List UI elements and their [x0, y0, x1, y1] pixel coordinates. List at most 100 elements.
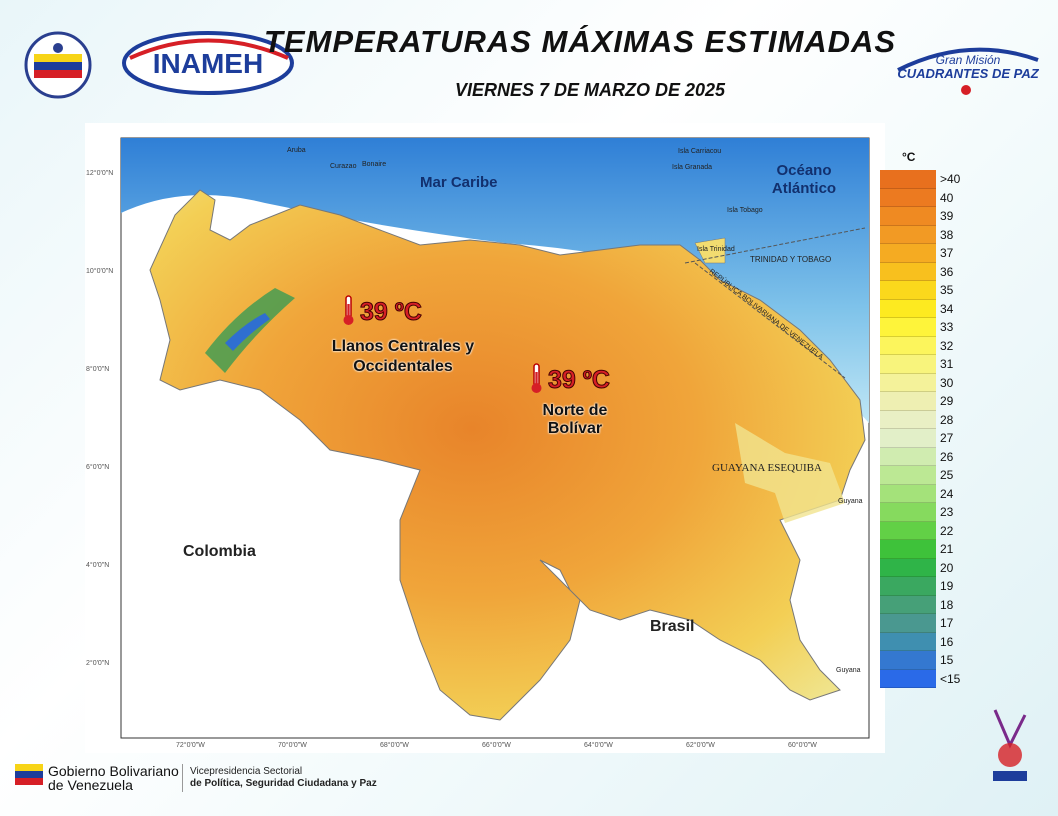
annotation-region: Llanos Centrales y [331, 338, 475, 355]
latitude-label: 4°0'0"N [86, 562, 110, 569]
longitude-label: 68°0'0"W [380, 742, 409, 749]
latitude-label: 10°0'0"N [86, 268, 114, 275]
vice-line1: Vicepresidencia Sectorial [190, 766, 303, 777]
legend-swatch [880, 355, 936, 374]
legend-label: 40 [940, 190, 954, 205]
divider [182, 764, 183, 792]
legend-swatch [880, 503, 936, 522]
sea-label: Océano Atlántico [771, 162, 837, 197]
subtitle: VIERNES 7 DE MARZO DE 2025 [454, 80, 726, 100]
legend-label: 34 [940, 301, 954, 316]
longitude-label: 72°0'0"W [176, 742, 205, 749]
legend-swatch [880, 577, 936, 596]
legend-swatch [880, 669, 936, 688]
latitude-label: 2°0'0"N [86, 660, 110, 667]
island-label: Isla Granada [672, 164, 713, 171]
legend-label: 19 [940, 579, 954, 593]
longitude-label: 62°0'0"W [686, 742, 715, 749]
longitude-label: 60°0'0"W [788, 742, 817, 749]
seal-logo [24, 31, 92, 99]
legend-swatch [880, 281, 936, 300]
legend-label: >40 [940, 172, 961, 186]
legend-swatch [880, 410, 936, 429]
thermometer-icon [343, 295, 354, 325]
legend-swatch [880, 632, 936, 651]
gov-line1: Gobierno Bolivariano [48, 763, 179, 779]
legend-swatch [880, 447, 936, 466]
legend-label: 32 [940, 338, 954, 353]
inameh-text: INAMEH [153, 48, 263, 79]
legend-label: 18 [940, 597, 954, 612]
legend-label: 17 [940, 616, 954, 630]
flag-icon [15, 764, 43, 785]
legend-label: 36 [940, 264, 954, 279]
island-label: Guyana [836, 667, 861, 674]
annotation-value: 39 ºC [548, 366, 611, 395]
legend-swatch [880, 558, 936, 577]
cuadrantes-logo: Gran Misión CUADRANTES DE PAZ [897, 47, 1040, 95]
legend-swatch [880, 540, 936, 559]
island-label: Isla Tobago [727, 207, 763, 214]
legend-swatch [880, 595, 936, 614]
logo-main: CUADRANTES DE PAZ [897, 66, 1039, 81]
thermometer-icon [531, 363, 542, 393]
legend-swatch [880, 373, 936, 392]
longitude-label: 70°0'0"W [278, 742, 307, 749]
legend-swatch [880, 392, 936, 411]
legend-label: 23 [940, 505, 954, 519]
annotation-region: Norte de Bolívar [542, 402, 608, 437]
annotation-region: Occidentales [353, 358, 453, 375]
legend-label: 15 [940, 653, 954, 667]
legend-swatch [880, 466, 936, 485]
island-label: Guyana [838, 498, 863, 505]
legend-swatch [880, 262, 936, 281]
border-line [694, 262, 846, 379]
legend-swatch [880, 651, 936, 670]
legend-label: 24 [940, 486, 954, 501]
legend-label: 25 [940, 468, 954, 482]
vice-line2: de Política, Seguridad Ciudadana y Paz [190, 778, 377, 789]
gov-line2: de Venezuela [48, 777, 133, 793]
legend-swatch [880, 244, 936, 263]
legend-label: 30 [940, 375, 954, 390]
map [85, 123, 885, 753]
bicentenario-logo [993, 709, 1027, 781]
venezuela-land [149, 189, 866, 721]
border-line [684, 227, 866, 264]
legend-label: <15 [940, 671, 961, 686]
legend-swatch [880, 225, 936, 244]
country-label: Brasil [650, 618, 695, 635]
legend-swatch [880, 318, 936, 337]
legend-swatch [880, 336, 936, 355]
logo-top: Gran Misión [936, 53, 1001, 67]
legend-label: 21 [940, 542, 954, 556]
legend-label: 27 [940, 431, 954, 445]
island-label: Curazao [330, 163, 357, 170]
legend-label: 35 [940, 283, 954, 297]
legend-unit: °C [902, 150, 916, 164]
legend-label: 16 [940, 634, 954, 649]
legend-swatch [880, 429, 936, 448]
andes-peak [225, 313, 270, 351]
legend-swatch [880, 484, 936, 503]
gov-block: Gobierno Bolivariano de Venezuela [48, 764, 179, 792]
sea-label: Mar Caribe [420, 174, 498, 191]
annotation-value: 39 ºC [360, 298, 423, 327]
legend-label: 31 [940, 357, 954, 371]
inameh-logo: INAMEH [122, 31, 294, 95]
legend-label: 22 [940, 523, 954, 538]
country-label: Colombia [183, 543, 256, 560]
latitude-label: 8°0'0"N [86, 366, 110, 373]
country-label: GUAYANA ESEQUIBA [712, 462, 822, 474]
country-label: TRINIDAD Y TOBAGO [750, 255, 832, 264]
vice-block: Vicepresidencia Sectorial de Política, S… [190, 766, 377, 790]
legend-label: 38 [940, 227, 954, 242]
legend-label: 33 [940, 320, 954, 334]
legend-label: 26 [940, 449, 954, 464]
legend-label: 39 [940, 209, 954, 223]
island-label: Isla Carriacou [678, 148, 722, 155]
legend-swatch [880, 188, 936, 207]
island-label: Bonaire [362, 161, 387, 168]
title: TEMPERATURAS MÁXIMAS ESTIMADAS [263, 24, 897, 59]
